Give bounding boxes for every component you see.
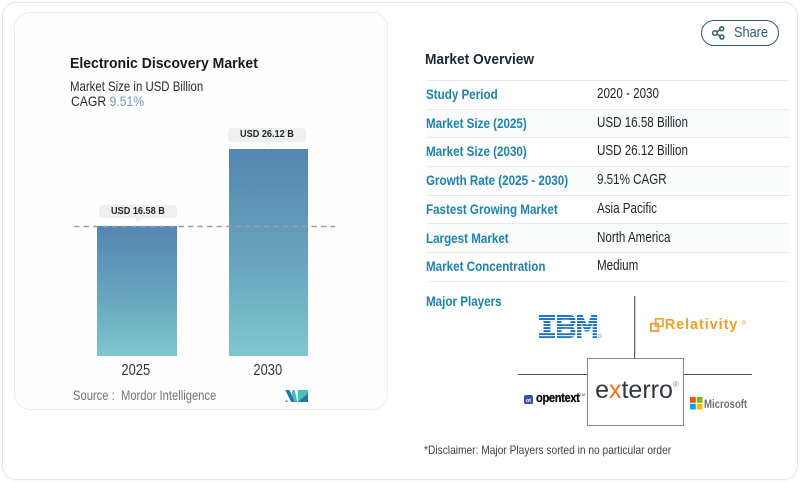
svg-text:ot: ot [526,397,531,403]
